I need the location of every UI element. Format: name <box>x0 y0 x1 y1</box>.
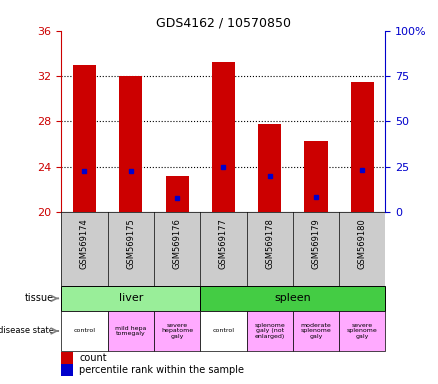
Bar <box>258 124 281 212</box>
Text: mild hepa
tomegaly: mild hepa tomegaly <box>115 326 146 336</box>
Text: count: count <box>79 353 107 363</box>
FancyBboxPatch shape <box>61 311 108 351</box>
Text: control: control <box>212 328 234 333</box>
Text: GSM569177: GSM569177 <box>219 218 228 269</box>
Bar <box>61 352 73 364</box>
Text: severe
hepatome
galy: severe hepatome galy <box>161 323 193 339</box>
Text: moderate
splenome
galy: moderate splenome galy <box>300 323 332 339</box>
Text: GSM569180: GSM569180 <box>358 218 367 269</box>
Text: tissue: tissue <box>25 293 54 303</box>
Text: spleen: spleen <box>275 293 311 303</box>
FancyBboxPatch shape <box>61 286 200 311</box>
FancyBboxPatch shape <box>339 311 385 351</box>
Text: splenome
galy (not
enlarged): splenome galy (not enlarged) <box>254 323 285 339</box>
Bar <box>212 63 235 212</box>
FancyBboxPatch shape <box>200 286 385 311</box>
Text: GSM569179: GSM569179 <box>311 218 321 269</box>
Bar <box>73 65 96 212</box>
Bar <box>166 176 189 212</box>
Text: control: control <box>74 328 95 333</box>
Text: liver: liver <box>119 293 143 303</box>
Title: GDS4162 / 10570850: GDS4162 / 10570850 <box>156 17 291 30</box>
Text: GSM569178: GSM569178 <box>265 218 274 269</box>
Text: disease state: disease state <box>0 326 54 336</box>
Bar <box>351 82 374 212</box>
FancyBboxPatch shape <box>154 311 200 351</box>
FancyBboxPatch shape <box>247 311 293 351</box>
FancyBboxPatch shape <box>200 311 247 351</box>
Bar <box>304 141 328 212</box>
FancyBboxPatch shape <box>293 311 339 351</box>
FancyBboxPatch shape <box>108 311 154 351</box>
Text: severe
splenome
galy: severe splenome galy <box>347 323 378 339</box>
Text: GSM569175: GSM569175 <box>126 218 135 269</box>
Bar <box>61 364 73 376</box>
Text: GSM569174: GSM569174 <box>80 218 89 269</box>
Text: percentile rank within the sample: percentile rank within the sample <box>79 365 244 375</box>
Bar <box>119 76 142 212</box>
Text: GSM569176: GSM569176 <box>173 218 182 269</box>
